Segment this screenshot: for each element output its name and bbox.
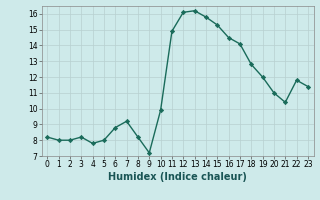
- X-axis label: Humidex (Indice chaleur): Humidex (Indice chaleur): [108, 172, 247, 182]
